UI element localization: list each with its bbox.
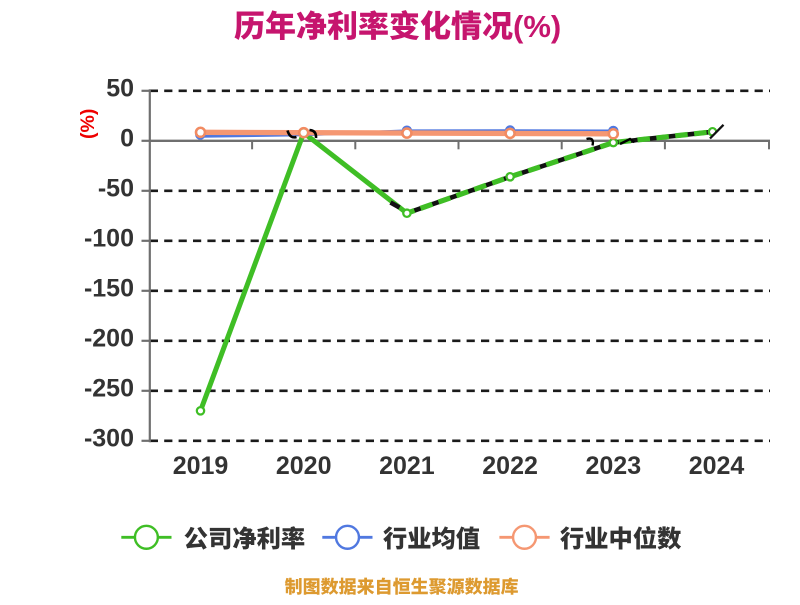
svg-text:2024: 2024 — [689, 452, 745, 480]
svg-text:2019: 2019 — [173, 452, 229, 480]
svg-text:2022: 2022 — [482, 452, 538, 480]
svg-text:-250: -250 — [84, 375, 134, 403]
svg-text:50: 50 — [106, 75, 134, 103]
svg-text:-150: -150 — [84, 275, 134, 303]
svg-text:2021: 2021 — [379, 452, 435, 480]
svg-text:(%): (%) — [77, 109, 99, 139]
svg-text:0: 0 — [120, 125, 134, 153]
svg-text:-100: -100 — [84, 225, 134, 253]
svg-text:2023: 2023 — [585, 452, 641, 480]
svg-text:2020: 2020 — [276, 452, 332, 480]
svg-text:-300: -300 — [84, 425, 134, 453]
svg-text:(%): (%) — [513, 9, 561, 44]
svg-text:-50: -50 — [98, 175, 134, 203]
svg-text:-200: -200 — [84, 325, 134, 353]
